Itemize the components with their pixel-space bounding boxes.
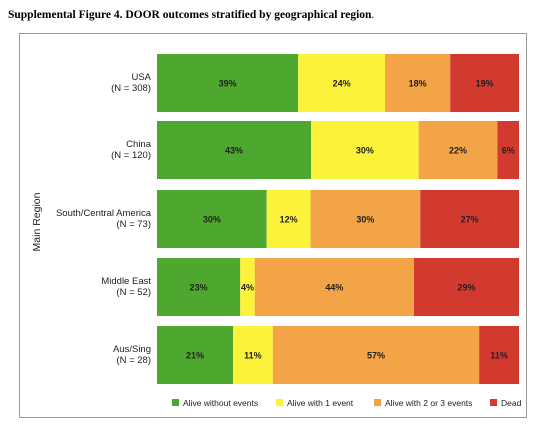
category-label-usa: USA (N = 308) xyxy=(111,72,152,94)
data-label-aus-sing-alive-with-2-or-3-events: 57% xyxy=(367,351,385,361)
category-label-china: China (N = 120) xyxy=(111,139,152,161)
legend-swatch-alive-without-events xyxy=(172,399,179,406)
bar-segment-usa-alive-with-1-event xyxy=(298,54,386,112)
bar-segment-south-central-america-alive-with-1-event xyxy=(266,190,311,248)
bar-segment-south-central-america-alive-with-2-or-3-events xyxy=(310,190,421,248)
data-label-usa-alive-with-1-event: 24% xyxy=(333,79,351,89)
y-axis-title: Main Region xyxy=(31,192,43,251)
bar-segment-middle-east-alive-with-2-or-3-events xyxy=(254,258,415,316)
data-label-china-dead: 6% xyxy=(502,146,515,156)
legend-swatch-alive-with-1-event xyxy=(276,399,283,406)
figure-caption-tail: . xyxy=(371,9,375,21)
legend-label-alive-without-events: Alive without events xyxy=(183,398,258,408)
data-label-usa-alive-without-events: 39% xyxy=(219,79,237,89)
bar-segment-china-alive-without-events xyxy=(157,121,312,179)
data-label-middle-east-alive-with-1-event: 4% xyxy=(241,283,254,293)
data-label-south-central-america-alive-without-events: 30% xyxy=(203,215,221,225)
bar-segment-middle-east-alive-without-events xyxy=(157,258,241,316)
data-label-usa-dead: 19% xyxy=(476,79,494,89)
data-label-middle-east-dead: 29% xyxy=(458,283,476,293)
figure-caption: Supplemental Figure 4. DOOR outcomes str… xyxy=(8,9,374,21)
bar-segment-middle-east-dead xyxy=(414,258,519,316)
bar-segment-aus-sing-alive-with-2-or-3-events xyxy=(272,326,480,384)
data-label-south-central-america-alive-with-1-event: 12% xyxy=(280,215,298,225)
bar-segment-china-alive-with-2-or-3-events xyxy=(418,121,498,179)
bar-segment-china-dead xyxy=(497,121,519,179)
bar-segment-aus-sing-alive-with-1-event xyxy=(233,326,273,384)
legend-label-alive-with-1-event: Alive with 1 event xyxy=(287,398,354,408)
legend-swatch-alive-with-2-or-3-events xyxy=(374,399,381,406)
bar-segment-south-central-america-alive-without-events xyxy=(157,190,267,248)
bar-segment-usa-alive-without-events xyxy=(157,54,299,112)
data-label-south-central-america-alive-with-2-or-3-events: 30% xyxy=(356,215,374,225)
bar-segment-aus-sing-dead xyxy=(479,326,519,384)
data-label-aus-sing-alive-without-events: 21% xyxy=(186,351,204,361)
data-label-china-alive-with-1-event: 30% xyxy=(356,146,374,156)
data-label-aus-sing-alive-with-1-event: 11% xyxy=(244,351,262,361)
category-label-south-central-america: South/Central America (N = 73) xyxy=(56,208,152,230)
figure-caption-bold: Supplemental Figure 4. DOOR outcomes str… xyxy=(8,9,372,21)
bar-segment-usa-dead xyxy=(450,54,519,112)
data-label-china-alive-without-events: 43% xyxy=(225,146,243,156)
category-label-middle-east: Middle East (N = 52) xyxy=(101,276,151,298)
bar-segment-china-alive-with-1-event xyxy=(311,121,419,179)
legend-label-dead: Dead xyxy=(501,398,522,408)
legend-label-alive-with-2-or-3-events: Alive with 2 or 3 events xyxy=(385,398,472,408)
bar-segment-middle-east-alive-with-1-event xyxy=(240,258,255,316)
data-label-aus-sing-dead: 11% xyxy=(490,351,508,361)
bar-segment-aus-sing-alive-without-events xyxy=(157,326,234,384)
bar-segment-usa-alive-with-2-or-3-events xyxy=(385,54,451,112)
data-label-usa-alive-with-2-or-3-events: 18% xyxy=(409,79,427,89)
bar-segment-south-central-america-dead xyxy=(420,190,519,248)
data-label-middle-east-alive-without-events: 23% xyxy=(190,283,208,293)
data-label-china-alive-with-2-or-3-events: 22% xyxy=(449,146,467,156)
data-label-middle-east-alive-with-2-or-3-events: 44% xyxy=(325,283,343,293)
legend-swatch-dead xyxy=(490,399,497,406)
data-label-south-central-america-dead: 27% xyxy=(461,215,479,225)
category-label-aus-sing: Aus/Sing (N = 28) xyxy=(113,344,151,366)
